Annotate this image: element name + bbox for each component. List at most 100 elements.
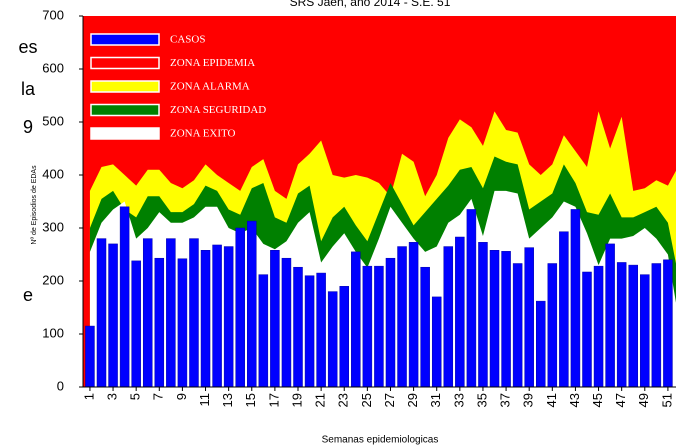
- bar: [385, 257, 396, 387]
- x-tick-label: 27: [382, 393, 397, 407]
- y-axis-label: Nº de Episodios de EDAs: [31, 165, 38, 245]
- bar: [177, 258, 188, 387]
- bar: [663, 259, 673, 387]
- x-tick-label: 33: [451, 393, 466, 407]
- legend-label: ZONA ALARMA: [170, 81, 250, 93]
- bar: [85, 325, 95, 387]
- x-tick-label: 15: [243, 393, 258, 407]
- bar: [189, 238, 199, 387]
- y-tick-label: 300: [42, 219, 64, 234]
- side-text: 9: [23, 117, 33, 137]
- bar: [547, 263, 558, 387]
- side-text: e: [23, 285, 33, 305]
- bar: [212, 244, 222, 387]
- x-tick-label: 25: [359, 393, 374, 407]
- y-tick-label: 400: [42, 166, 64, 181]
- bar: [258, 274, 269, 387]
- bar: [142, 238, 153, 387]
- bar: [651, 263, 662, 387]
- legend-label: ZONA EPIDEMIA: [170, 57, 255, 69]
- bar: [270, 250, 280, 387]
- bar: [293, 266, 303, 387]
- bar: [108, 243, 118, 387]
- x-tick-label: 13: [220, 393, 235, 407]
- bar: [223, 246, 234, 387]
- bar: [512, 263, 523, 387]
- x-tick-label: 3: [104, 393, 119, 400]
- side-text: la: [21, 79, 36, 99]
- bar: [339, 286, 349, 387]
- bar: [119, 206, 130, 387]
- x-tick-label: 45: [590, 393, 605, 407]
- bar: [478, 242, 488, 387]
- x-tick-label: 11: [197, 393, 212, 407]
- legend-label: ZONA EXITO: [170, 128, 236, 140]
- bar: [327, 291, 338, 387]
- x-tick-label: 35: [474, 393, 489, 407]
- bar: [501, 251, 511, 387]
- x-tick-label: 17: [266, 393, 281, 407]
- x-tick-label: 49: [636, 393, 651, 407]
- bar: [316, 272, 326, 387]
- bar: [466, 209, 477, 387]
- bar: [431, 296, 442, 387]
- legend-swatch: [90, 80, 160, 93]
- bar: [397, 246, 407, 387]
- bar: [559, 231, 569, 387]
- x-tick-label: 5: [128, 393, 143, 400]
- bar: [489, 250, 500, 387]
- bar: [593, 265, 604, 387]
- x-tick-label: 37: [498, 393, 513, 407]
- side-text: es: [18, 37, 37, 57]
- bar: [166, 238, 176, 387]
- legend-swatch: [90, 56, 160, 70]
- x-tick-label: 7: [151, 393, 166, 400]
- bar: [616, 262, 627, 387]
- bar: [582, 271, 592, 387]
- y-tick-label: 700: [42, 7, 64, 22]
- bar: [408, 242, 419, 387]
- legend-label: ZONA SEGURIDAD: [170, 104, 266, 116]
- x-tick-label: 43: [567, 393, 582, 407]
- x-axis-label: Semanas epidemiologicas: [322, 435, 439, 446]
- y-tick-label: 100: [42, 325, 64, 340]
- bar: [96, 238, 107, 387]
- x-tick-label: 51: [659, 393, 674, 407]
- bar: [247, 220, 257, 387]
- legend-swatch: [90, 127, 160, 140]
- bar: [443, 246, 454, 387]
- bar: [455, 236, 465, 387]
- legend-swatch: [90, 33, 160, 46]
- x-tick-label: 29: [405, 393, 420, 407]
- bar: [200, 250, 211, 387]
- legend-swatch: [90, 103, 160, 117]
- x-tick-label: 39: [521, 393, 536, 407]
- x-tick-label: 9: [174, 393, 189, 400]
- bar: [628, 264, 638, 387]
- bar: [351, 251, 361, 387]
- x-tick-label: 41: [544, 393, 559, 407]
- x-tick-label: 1: [81, 393, 96, 400]
- bar: [524, 247, 534, 387]
- y-tick-label: 600: [42, 60, 64, 75]
- bar: [536, 300, 546, 387]
- bar: [235, 227, 245, 387]
- x-tick-label: 31: [428, 393, 443, 407]
- y-tick-label: 200: [42, 272, 64, 287]
- x-tick-label: 47: [613, 393, 628, 407]
- bar: [131, 260, 141, 387]
- bar: [605, 243, 615, 387]
- plot-area: [83, 16, 676, 387]
- bar: [570, 209, 581, 387]
- bar: [374, 265, 384, 387]
- y-tick-label: 0: [57, 378, 64, 393]
- bar: [362, 265, 373, 387]
- bar: [420, 266, 430, 387]
- chart-title: SRS Jaen, año 2014 - S.E. 51: [290, 0, 451, 9]
- legend-label: CASOS: [170, 34, 205, 46]
- bar: [640, 274, 650, 387]
- bar: [154, 257, 165, 387]
- x-tick-label: 21: [313, 393, 328, 407]
